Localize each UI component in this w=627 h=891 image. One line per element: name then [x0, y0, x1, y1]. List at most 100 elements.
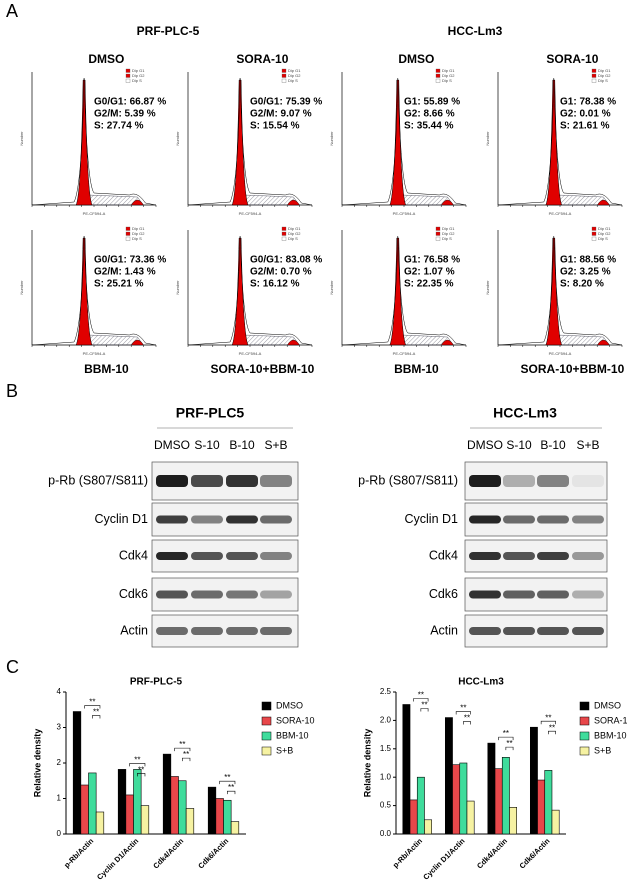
- cell-cycle-stat: G2/M: 9.07 %: [250, 109, 312, 120]
- y-axis-label: Number: [485, 131, 490, 146]
- blot-row-label: Cyclin D1: [95, 512, 149, 526]
- legend-swatch: [261, 746, 272, 756]
- legend-label: Dip G1: [442, 226, 455, 231]
- panel-label: B: [6, 381, 18, 401]
- legend-label: Dip G2: [132, 73, 145, 78]
- bar: [494, 768, 503, 835]
- legend-swatch: [261, 731, 272, 741]
- blot-row-label: p-Rb (S807/S811): [48, 473, 148, 487]
- cell-cycle-stat: S: 8.20 %: [560, 279, 604, 290]
- legend-swatch: [125, 231, 131, 236]
- blot-row-label: p-Rb (S807/S811): [358, 473, 458, 487]
- blot-band: [537, 515, 569, 524]
- legend-swatch: [591, 73, 597, 78]
- significance-bracket: [92, 715, 101, 719]
- blot-band: [226, 475, 258, 487]
- plot-title: SORA-10+BBM-10: [211, 362, 315, 376]
- x-tick-label: Cdk6/Actin: [517, 836, 551, 870]
- blot-frame: [151, 577, 299, 612]
- histogram-g2-peak: [287, 199, 300, 206]
- legend-label: Dip S: [598, 236, 608, 241]
- significance-bracket: [540, 720, 556, 725]
- lane-label: S+B: [576, 438, 599, 452]
- legend-swatch: [435, 73, 441, 78]
- bar: [537, 779, 546, 835]
- histogram-g1-peak: [231, 79, 249, 206]
- y-tick-label: 4: [57, 687, 62, 696]
- blot-band: [572, 627, 604, 635]
- legend-label: DMSO: [276, 700, 303, 710]
- significance-bracket: [413, 698, 429, 702]
- bar: [529, 726, 538, 835]
- legend-label: SORA-10: [276, 715, 315, 725]
- legend-swatch: [281, 231, 287, 236]
- histogram-outline: [497, 77, 623, 206]
- legend-swatch: [281, 236, 287, 241]
- lane-label: B-10: [229, 438, 255, 452]
- y-tick-label: 1.0: [380, 772, 392, 781]
- x-tick-label: Cyclin D1/Actin: [95, 836, 141, 882]
- cell-cycle-stat: G0/G1: 83.08 %: [250, 255, 322, 266]
- y-axis-label: Relative density: [32, 729, 42, 798]
- significance-label: **: [179, 740, 185, 749]
- blot-band: [226, 590, 258, 599]
- cell-cycle-stat: S: 16.12 %: [250, 279, 300, 290]
- cell-cycle-stat: G0/G1: 73.36 %: [94, 255, 166, 266]
- x-axis-label: PE-CF594-A: [83, 351, 106, 356]
- bar: [72, 711, 82, 835]
- cell-cycle-stat: G0/G1: 66.87 %: [94, 97, 166, 108]
- y-axis-label: Number: [19, 131, 24, 146]
- significance-bracket: [182, 757, 191, 762]
- blot-band: [469, 627, 501, 635]
- significance-label: **: [93, 708, 99, 717]
- histogram-outline: [31, 235, 157, 346]
- blot-band: [260, 475, 292, 487]
- histogram-g1-peak: [389, 237, 407, 346]
- cell-cycle-stat: S: 21.61 %: [560, 121, 610, 132]
- legend-label: BBM-10: [276, 730, 309, 740]
- y-axis-label: Number: [329, 280, 334, 295]
- plot-title: DMSO: [88, 52, 124, 66]
- legend-swatch: [125, 68, 131, 73]
- significance-label: **: [228, 783, 234, 792]
- legend-swatch: [591, 68, 597, 73]
- legend-label: Dip S: [132, 236, 142, 241]
- cell-cycle-stat: G1: 76.58 %: [404, 255, 460, 266]
- histogram-g2-peak: [441, 199, 454, 206]
- histogram-g1-peak: [231, 237, 249, 346]
- blot-band: [503, 627, 535, 635]
- legend-label: Dip G2: [598, 73, 611, 78]
- significance-bracket: [505, 746, 514, 751]
- legend-label: Dip G2: [132, 231, 145, 236]
- histogram-g1-peak: [545, 79, 563, 206]
- blot-band: [226, 552, 258, 560]
- cell-cycle-stat: G2: 1.07 %: [404, 267, 455, 278]
- legend-swatch: [579, 731, 590, 741]
- legend-swatch: [125, 78, 131, 83]
- bar: [509, 807, 518, 835]
- y-tick-label: 2: [57, 758, 62, 767]
- blot-band: [537, 627, 569, 635]
- x-tick-label: p-Rb/Actin: [391, 836, 424, 869]
- blot-row-label: Actin: [430, 623, 458, 637]
- y-axis-label: Number: [175, 131, 180, 146]
- bar: [416, 776, 425, 835]
- cell-cycle-stat: G2: 8.66 %: [404, 109, 455, 120]
- legend-swatch: [261, 701, 272, 711]
- legend-label: Dip S: [442, 236, 452, 241]
- y-tick-label: 0: [57, 829, 62, 838]
- bar: [459, 762, 468, 835]
- histogram-g2-peak: [441, 339, 454, 346]
- panel-label: A: [6, 1, 18, 21]
- cell-cycle-stat: G1: 78.38 %: [560, 97, 616, 108]
- bar: [185, 808, 195, 835]
- bar: [487, 742, 496, 835]
- panel-label: C: [6, 657, 19, 677]
- y-tick-label: 1.5: [380, 744, 392, 753]
- blot-row-label: Cdk4: [119, 548, 148, 562]
- histogram-g2-peak: [131, 199, 144, 206]
- blot-band: [156, 627, 188, 635]
- bar: [223, 799, 232, 835]
- legend-swatch: [125, 236, 131, 241]
- legend-swatch: [281, 68, 287, 73]
